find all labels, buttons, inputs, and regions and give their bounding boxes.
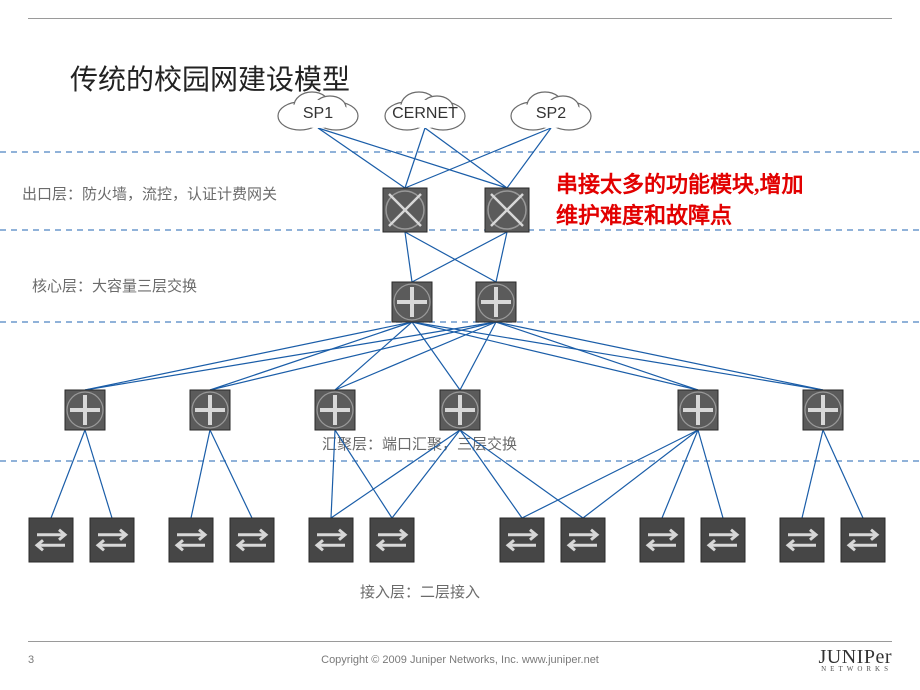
svg-text:CERNET: CERNET	[392, 105, 458, 122]
network-diagram: SP1 CERNET SP2	[0, 0, 920, 690]
copyright: Copyright © 2009 Juniper Networks, Inc. …	[28, 654, 892, 666]
svg-text:SP2: SP2	[536, 105, 566, 122]
svg-text:SP1: SP1	[303, 105, 333, 122]
logo-subtext: NETWORKS	[819, 666, 893, 672]
footer: 3 Copyright © 2009 Juniper Networks, Inc…	[28, 641, 892, 672]
